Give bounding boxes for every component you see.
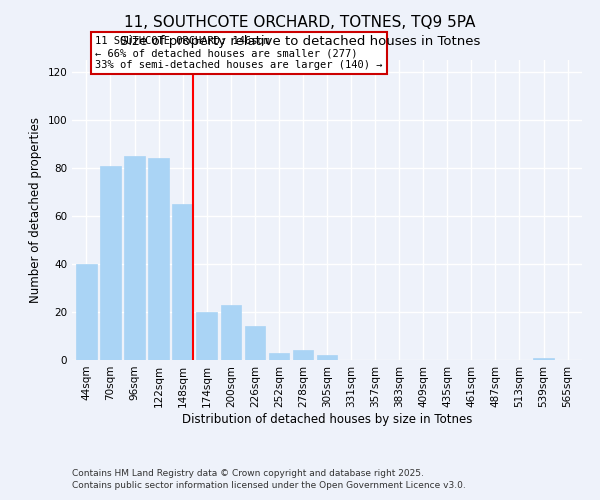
Text: 11, SOUTHCOTE ORCHARD, TOTNES, TQ9 5PA: 11, SOUTHCOTE ORCHARD, TOTNES, TQ9 5PA <box>124 15 476 30</box>
Text: Contains HM Land Registry data © Crown copyright and database right 2025.
Contai: Contains HM Land Registry data © Crown c… <box>72 469 466 490</box>
Bar <box>100 166 121 360</box>
Text: Size of property relative to detached houses in Totnes: Size of property relative to detached ho… <box>120 35 480 48</box>
Bar <box>172 204 193 360</box>
Bar <box>148 158 169 360</box>
Y-axis label: Number of detached properties: Number of detached properties <box>29 117 42 303</box>
X-axis label: Distribution of detached houses by size in Totnes: Distribution of detached houses by size … <box>182 412 472 426</box>
Bar <box>293 350 313 360</box>
Bar <box>533 358 554 360</box>
Bar <box>221 305 241 360</box>
Bar <box>124 156 145 360</box>
Bar <box>245 326 265 360</box>
Bar <box>76 264 97 360</box>
Bar <box>317 355 337 360</box>
Text: 11 SOUTHCOTE ORCHARD: 146sqm
← 66% of detached houses are smaller (277)
33% of s: 11 SOUTHCOTE ORCHARD: 146sqm ← 66% of de… <box>95 36 382 70</box>
Bar <box>269 353 289 360</box>
Bar <box>196 312 217 360</box>
